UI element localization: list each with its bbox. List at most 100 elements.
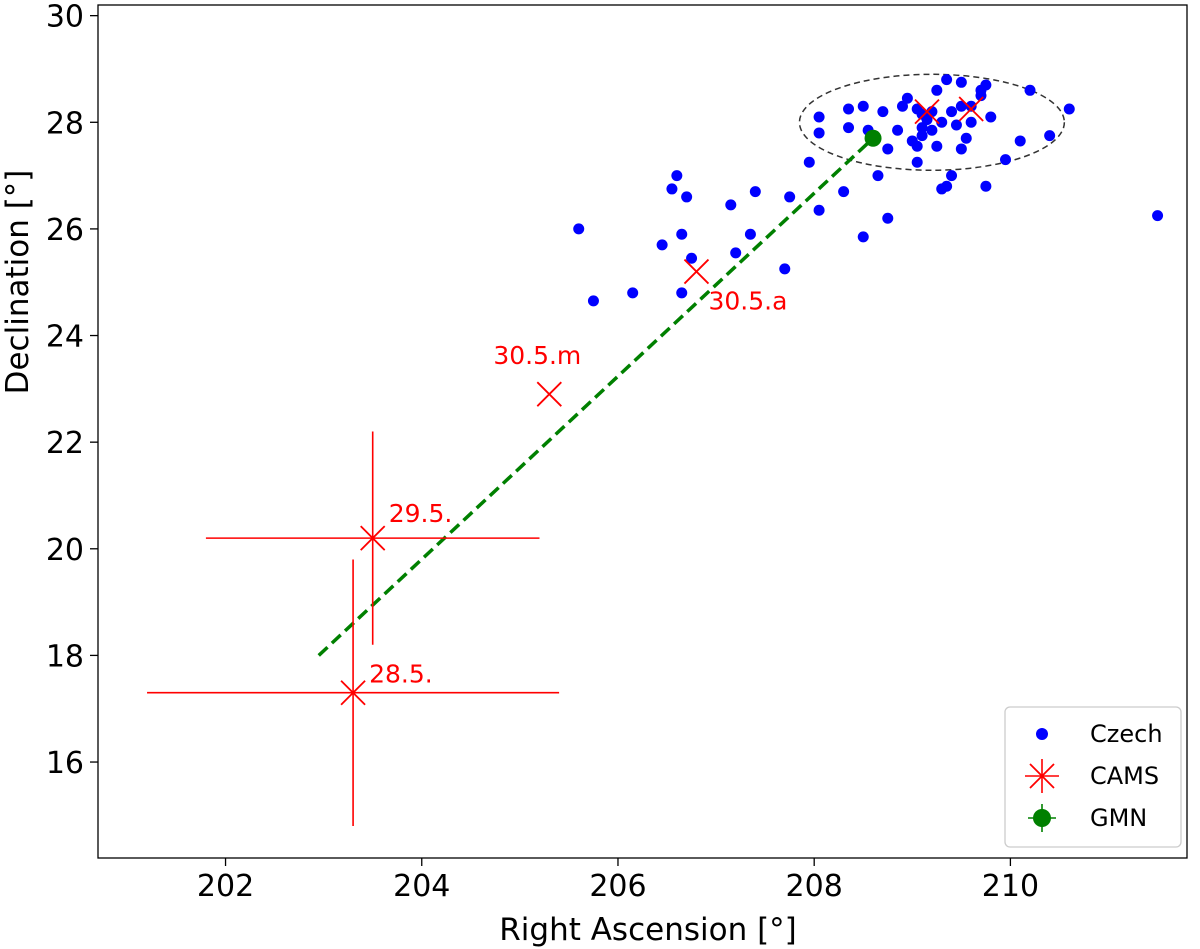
czech-point-13 <box>744 228 756 240</box>
legend: Czech CAMS GMN <box>1004 706 1182 848</box>
czech-point-36 <box>911 156 923 168</box>
cams-point-4-stroke-b <box>340 680 366 706</box>
czech-point-3 <box>627 287 639 299</box>
x-tick-label-210: 210 <box>982 869 1039 904</box>
y-tick-label-20: 20 <box>46 533 84 568</box>
czech-point-33 <box>901 92 913 104</box>
cams-point-1-stroke-b <box>683 258 710 285</box>
czech-point-9 <box>676 287 688 299</box>
czech-point-68 <box>1063 103 1075 115</box>
czech-point-21 <box>838 186 850 198</box>
x-tick-label-208: 208 <box>786 869 843 904</box>
y-tick-label-26: 26 <box>46 213 84 248</box>
cams-point-3-label: 29.5. <box>389 499 453 528</box>
czech-point-7 <box>676 228 688 240</box>
x-axis-label: Right Ascension [°] <box>499 912 797 948</box>
czech-point-15 <box>779 263 791 275</box>
czech-point-56 <box>960 132 972 144</box>
czech-point-66 <box>1024 84 1036 96</box>
czech-point-67 <box>1044 130 1056 142</box>
czech-point-16 <box>784 191 796 203</box>
czech-point-63 <box>985 111 997 123</box>
x-tick-label-206: 206 <box>589 869 646 904</box>
czech-point-48 <box>941 180 953 192</box>
czech-point-46 <box>936 116 948 128</box>
gmn-point-1 <box>864 129 882 147</box>
czech-point-19 <box>813 127 825 139</box>
czech-point-69 <box>1152 210 1164 222</box>
czech-point-22 <box>843 122 855 134</box>
y-tick-label-28: 28 <box>46 106 84 141</box>
czech-point-65 <box>1014 135 1026 147</box>
cams-point-2-label: 30.5.m <box>493 341 581 370</box>
czech-point-55 <box>955 76 967 88</box>
cams-point-2 <box>536 381 562 407</box>
czech-point-29 <box>882 143 894 155</box>
czech-point-23 <box>843 103 855 115</box>
czech-point-32 <box>896 100 908 112</box>
czech-point-11 <box>725 199 737 211</box>
czech-point-12 <box>730 247 742 259</box>
cams-point-6-stroke-b <box>958 96 984 122</box>
czech-point-40 <box>916 122 928 134</box>
czech-point-49 <box>941 74 953 86</box>
cams-point-1 <box>683 258 710 285</box>
czech-point-4 <box>656 239 668 251</box>
y-tick-label-30: 30 <box>46 0 84 35</box>
czech-point-52 <box>950 119 962 131</box>
czech-point-62 <box>980 180 992 192</box>
czech-point-5 <box>666 183 678 195</box>
y-tick-label-24: 24 <box>46 320 84 355</box>
plot-frame <box>97 4 1188 859</box>
czech-point-31 <box>892 124 904 136</box>
czech-point-2 <box>587 295 599 307</box>
cams-point-3 <box>360 525 386 551</box>
cams-point-2-stroke-b <box>536 381 562 407</box>
czech-point-41 <box>921 114 933 126</box>
czech-point-64 <box>1000 154 1011 166</box>
plot-inner: 30.5.a 30.5.m 29.5. 28.5. <box>147 73 1164 827</box>
y-tick-label-18: 18 <box>46 639 84 674</box>
czech-point-57 <box>965 100 977 112</box>
czech-point-6 <box>671 170 683 182</box>
cams-point-4-label: 28.5. <box>369 660 433 689</box>
czech-point-20 <box>813 111 825 123</box>
czech-point-24 <box>857 100 869 112</box>
legend-label-cams: CAMS <box>1090 762 1159 790</box>
czech-point-58 <box>965 116 977 128</box>
legend-gmn-dot <box>1033 809 1051 827</box>
legend-gmn-marker <box>1028 804 1056 832</box>
czech-point-45 <box>931 84 943 96</box>
czech-point-53 <box>955 100 967 112</box>
czech-point-28 <box>877 106 889 118</box>
cams-point-5 <box>914 98 940 125</box>
czech-point-35 <box>911 140 923 152</box>
czech-point-44 <box>931 140 943 152</box>
gmn-fit-line <box>317 137 875 657</box>
czech-point-43 <box>926 124 938 136</box>
legend-label-gmn: GMN <box>1090 804 1147 832</box>
czech-point-50 <box>946 106 958 118</box>
czech-point-38 <box>916 130 928 142</box>
czech-point-51 <box>946 170 958 182</box>
czech-point-14 <box>749 186 761 198</box>
czech-point-25 <box>857 231 869 243</box>
legend-box <box>1004 706 1182 848</box>
czech-point-8 <box>681 191 693 203</box>
czech-point-61 <box>980 79 992 91</box>
legend-label-czech: Czech <box>1090 720 1163 748</box>
cams-point-4 <box>340 680 366 706</box>
y-tick-label-16: 16 <box>46 746 84 781</box>
legend-cams-marker <box>1025 759 1059 793</box>
czech-point-27 <box>872 170 884 182</box>
y-axis-label: Declination [°] <box>0 170 36 395</box>
legend-czech-marker <box>1036 728 1048 740</box>
czech-point-1 <box>573 223 585 235</box>
cams-point-5-stroke-b <box>914 98 940 125</box>
cams-point-1-label: 30.5.a <box>708 287 787 316</box>
cams-point-3-stroke-b <box>360 525 386 551</box>
czech-point-18 <box>813 204 825 216</box>
plot-area: 30.5.a 30.5.m 29.5. 28.5. <box>147 73 1164 827</box>
czech-point-10 <box>686 252 698 264</box>
